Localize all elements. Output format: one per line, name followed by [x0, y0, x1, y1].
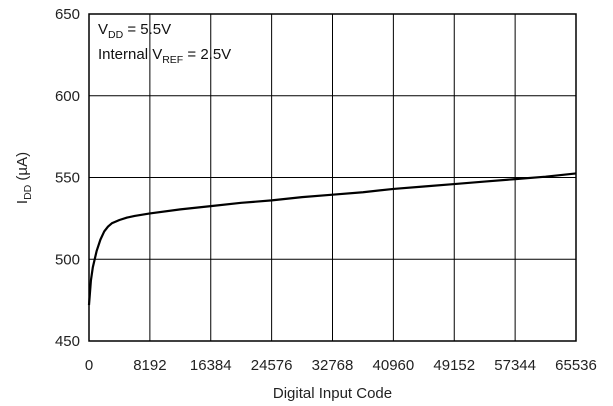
y-tick-label: 600	[55, 88, 80, 105]
x-tick-label: 32768	[312, 357, 354, 374]
y-tick-label: 650	[55, 6, 80, 23]
y-tick-labels: 450 500 550 600 650	[55, 6, 80, 350]
annotation-line: VDD = 5.5V	[98, 21, 171, 41]
x-tick-label: 16384	[190, 357, 232, 374]
x-tick-label: 0	[85, 357, 93, 374]
x-axis-label: Digital Input Code	[273, 385, 392, 402]
y-tick-label: 500	[55, 251, 80, 268]
y-tick-label: 450	[55, 333, 80, 350]
x-tick-label: 49152	[433, 357, 475, 374]
x-tick-label: 40960	[373, 357, 415, 374]
gridlines	[89, 14, 576, 341]
plot-area-frame	[88, 13, 577, 342]
x-tick-label: 24576	[251, 357, 293, 374]
x-tick-labels: 0 8192 16384 24576 32768 40960 49152 57344 65536	[85, 357, 597, 374]
x-tick-label: 57344	[494, 357, 536, 374]
y-tick-label: 550	[55, 170, 80, 187]
annotation-block: VDD = 5.5V Internal VREF = 2.5V	[98, 21, 231, 66]
x-tick-label: 8192	[133, 357, 166, 374]
x-tick-label: 65536	[555, 357, 597, 374]
annotation-line: Internal VREF = 2.5V	[98, 46, 231, 66]
series-line	[87, 172, 577, 306]
series-layer	[87, 172, 577, 306]
y-axis-label: IDD (µA)	[14, 152, 34, 204]
